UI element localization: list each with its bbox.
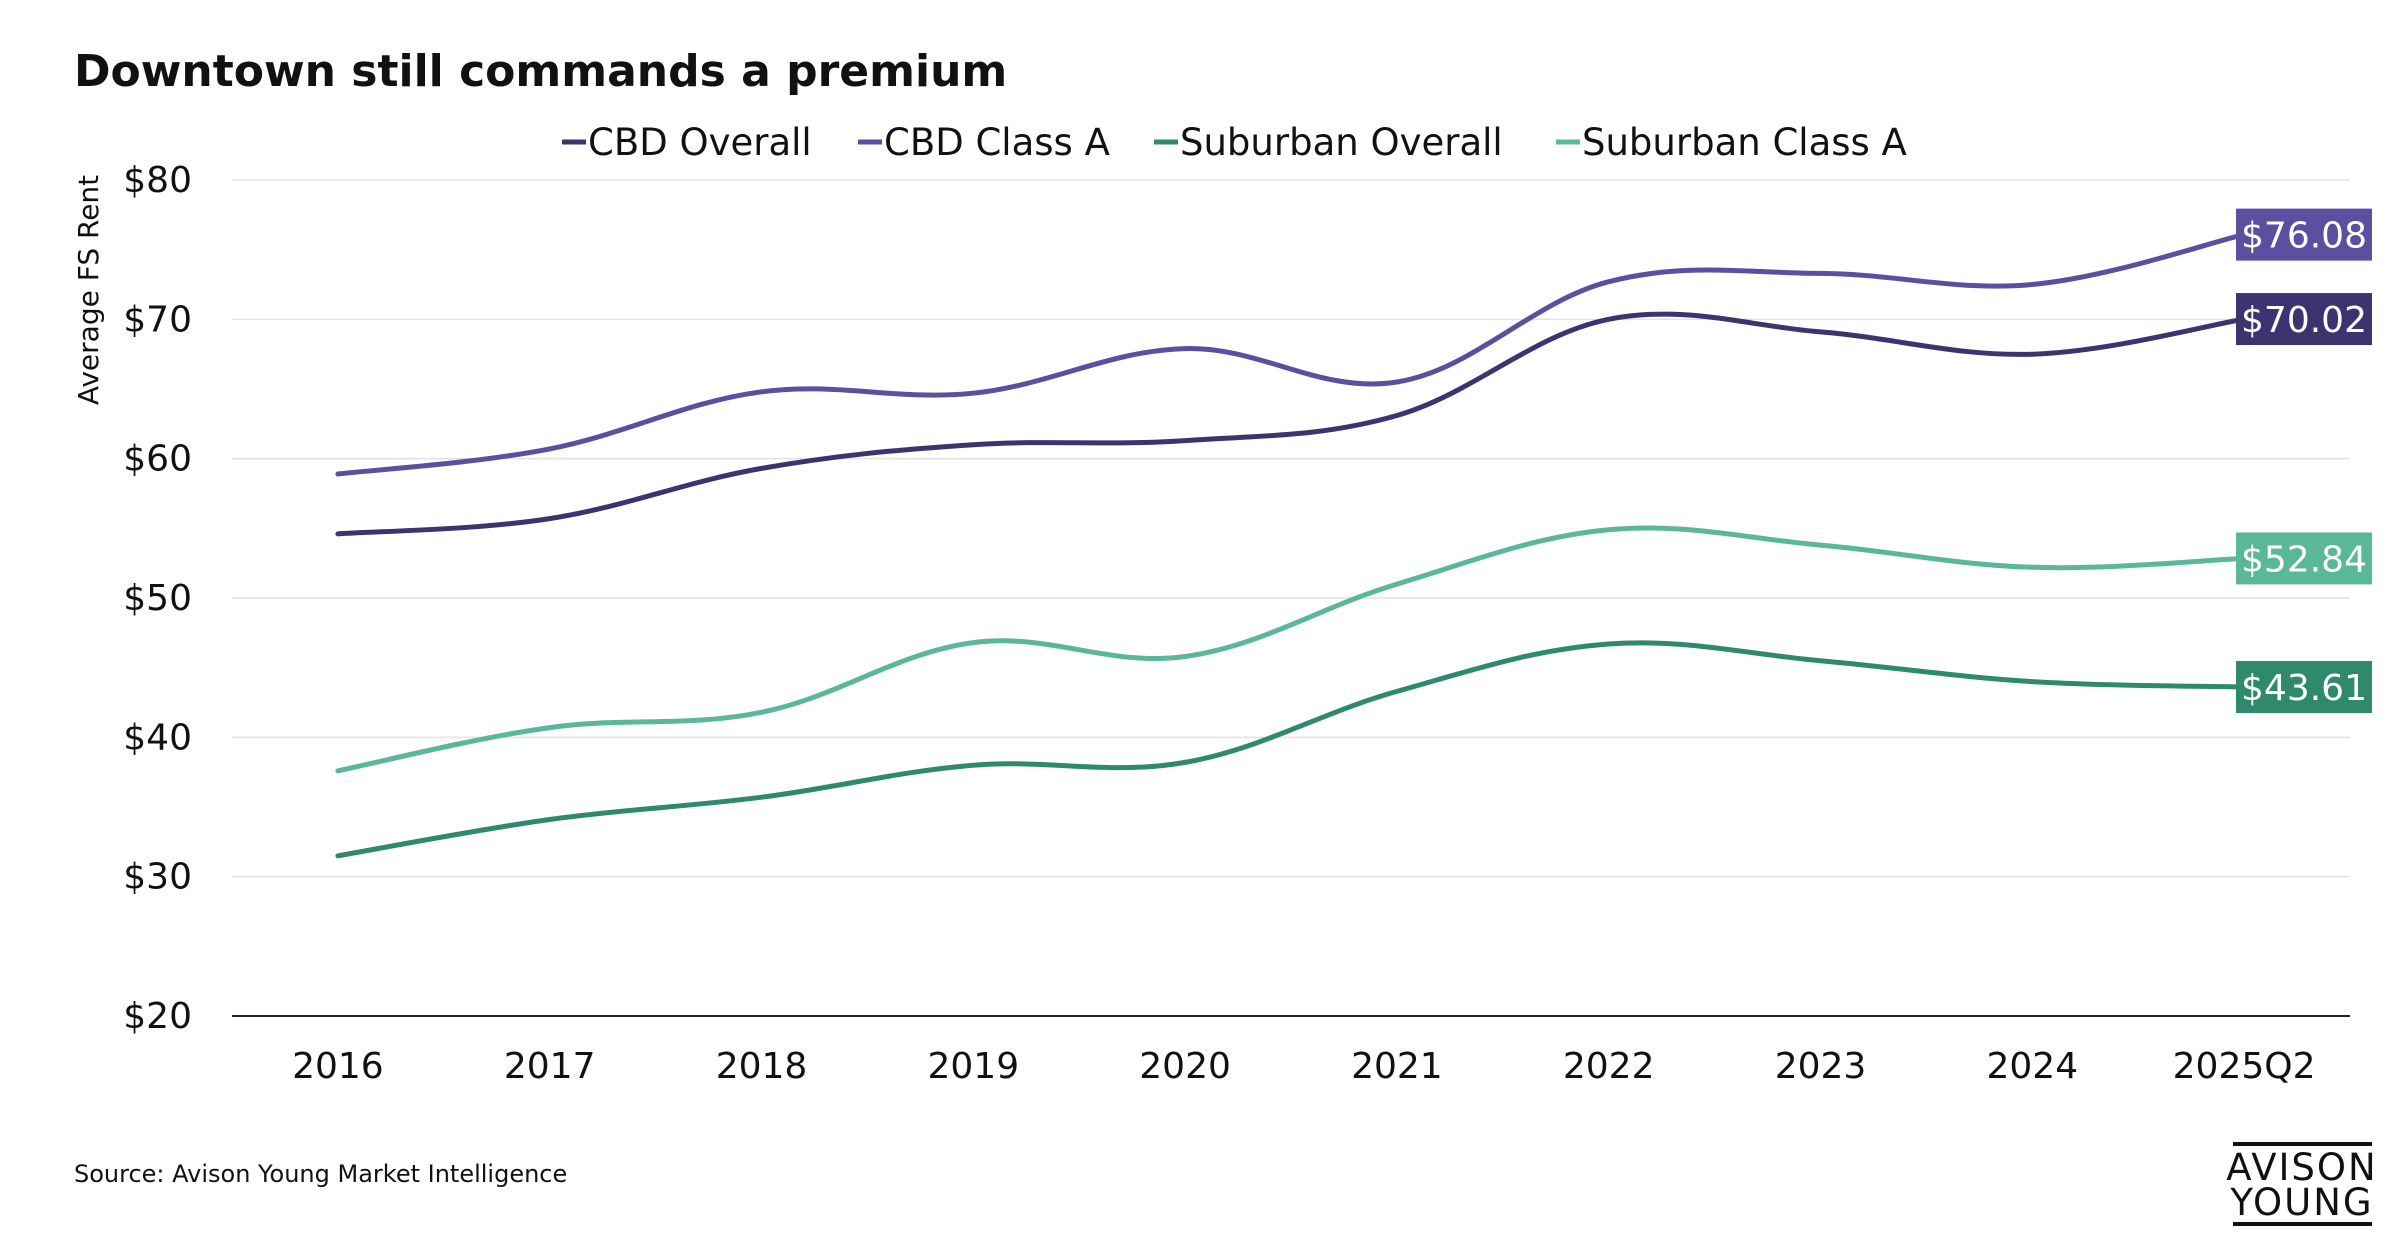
y-axis-label: Average FS Rent (72, 175, 105, 405)
end-label-box (2236, 661, 2372, 714)
legend-item-suburban-overall: Suburban Overall (1154, 121, 1503, 164)
logo-line2: YOUNG (2229, 1181, 2373, 1224)
source-note: Source: Avison Young Market Intelligence (74, 1160, 567, 1188)
series-line-cbd-class-a (335, 232, 2247, 477)
x-tick-label: 2018 (716, 1046, 808, 1087)
legend-label: CBD Class A (884, 121, 1110, 164)
chart-title: Downtown still commands a premium (74, 46, 1007, 97)
end-label-suburban-class-a: $52.84 (2236, 532, 2372, 585)
series-line-suburban-overall (335, 640, 2247, 859)
end-label-cbd-class-a: $76.08 (2236, 208, 2372, 261)
end-label-box (2236, 293, 2372, 346)
legend-item-suburban-class-a: Suburban Class A (1556, 121, 1907, 164)
legend-label: Suburban Class A (1582, 121, 1907, 164)
x-tick-label: 2020 (1139, 1046, 1231, 1087)
x-tick-label: 2023 (1775, 1046, 1867, 1087)
end-labels: $70.02 $76.08 $43.61 $52.84 (2236, 208, 2372, 714)
avison-young-logo: AVISON YOUNG (2226, 1142, 2377, 1226)
x-tick-label: 2016 (292, 1046, 384, 1087)
end-label-text: $43.61 (2241, 668, 2367, 709)
legend-label: Suburban Overall (1180, 121, 1503, 164)
end-label-box (2236, 532, 2372, 585)
y-tick-label: $30 (123, 857, 192, 898)
x-tick-label: 2022 (1563, 1046, 1655, 1087)
x-tick-label: 2025Q2 (2173, 1046, 2316, 1087)
y-tick-label: $80 (123, 160, 192, 201)
end-label-box (2236, 208, 2372, 261)
end-label-text: $76.08 (2241, 216, 2367, 257)
end-label-cbd-overall: $70.02 (2236, 293, 2372, 346)
end-label-text: $70.02 (2241, 300, 2367, 341)
x-tick-label: 2024 (1986, 1046, 2078, 1087)
y-tick-label: $60 (123, 439, 192, 480)
series-line-cbd-overall (335, 311, 2247, 537)
y-axis-ticks: $20 $30 $40 $50 $60 $70 $80 (123, 160, 192, 1037)
logo-line1: AVISON (2226, 1146, 2377, 1189)
legend-label: CBD Overall (588, 121, 812, 164)
y-tick-label: $70 (123, 299, 192, 340)
gridlines (232, 179, 2350, 1017)
end-label-text: $52.84 (2241, 539, 2367, 580)
legend-item-cbd-class-a: CBD Class A (858, 121, 1110, 164)
series-lines (335, 232, 2247, 859)
x-axis-ticks: 2016 2017 2018 2019 2020 2021 2022 2023 2024 2025… (292, 1046, 2315, 1087)
x-tick-label: 2019 (927, 1046, 1019, 1087)
y-tick-label: $40 (123, 717, 192, 758)
x-tick-label: 2017 (504, 1046, 596, 1087)
series-line-suburban-class-a (335, 525, 2247, 774)
x-tick-label: 2021 (1351, 1046, 1443, 1087)
end-label-suburban-overall: $43.61 (2236, 661, 2372, 714)
legend-item-cbd-overall: CBD Overall (562, 121, 812, 164)
y-tick-label: $20 (123, 996, 192, 1037)
y-tick-label: $50 (123, 578, 192, 619)
legend: CBD Overall CBD Class A Suburban Overall Su… (562, 121, 1907, 164)
